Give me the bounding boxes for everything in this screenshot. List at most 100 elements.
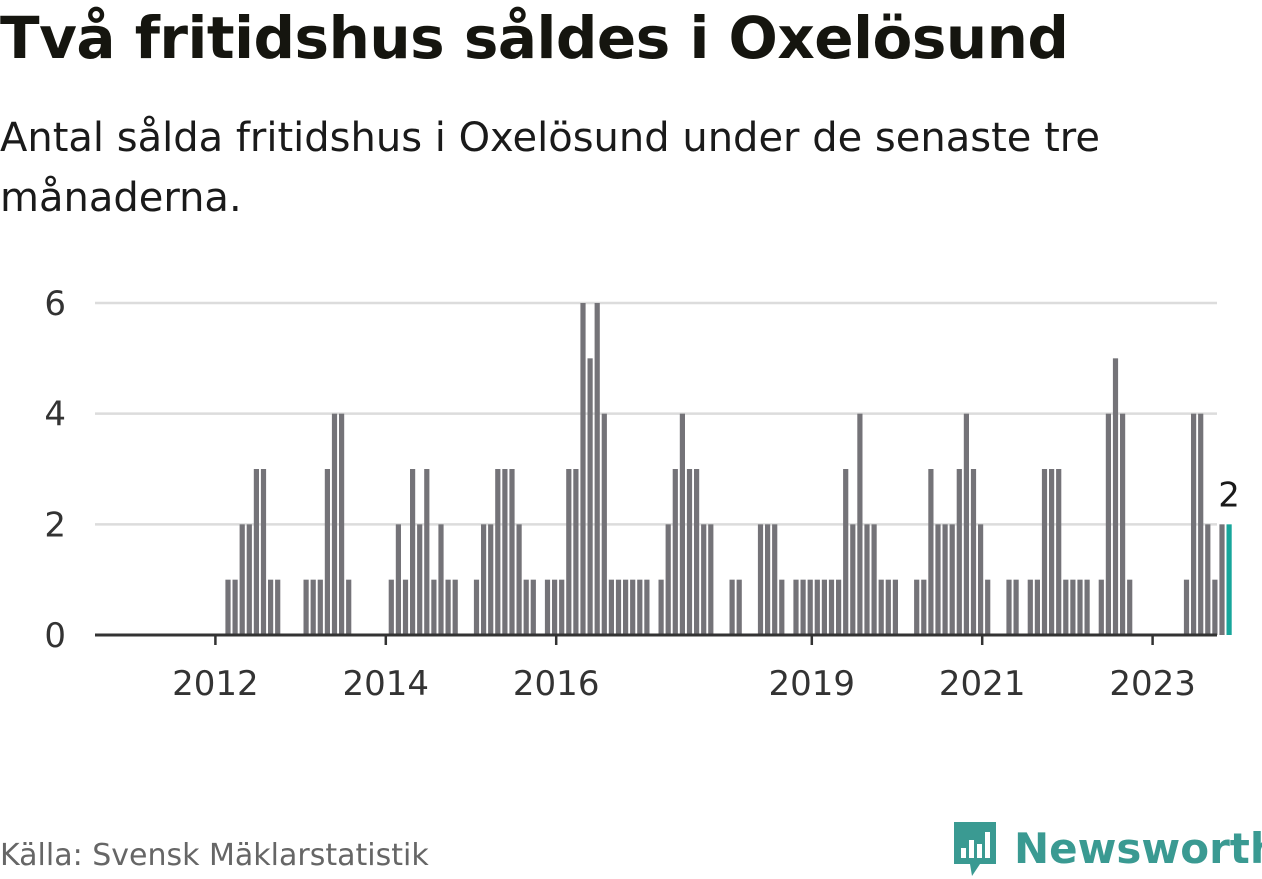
bar bbox=[843, 469, 849, 635]
x-tick-label: 2014 bbox=[343, 664, 430, 704]
bar bbox=[580, 303, 586, 635]
bar bbox=[1041, 469, 1048, 635]
bar bbox=[587, 358, 593, 635]
bar bbox=[417, 524, 423, 635]
bar bbox=[701, 524, 707, 635]
bar bbox=[615, 579, 622, 635]
bar bbox=[864, 524, 870, 635]
bar bbox=[850, 524, 856, 635]
bar bbox=[1120, 413, 1126, 635]
bar bbox=[1112, 358, 1119, 635]
bar bbox=[708, 524, 714, 635]
chart-subtitle: Antal sålda fritidshus i Oxelösund under… bbox=[0, 115, 1100, 221]
bar bbox=[658, 579, 664, 635]
bar bbox=[339, 413, 345, 635]
y-tick-label: 4 bbox=[44, 395, 66, 435]
bar-chart: 0 2 4 6 2012 2014 2016 2019 2021 2023 2 bbox=[44, 284, 1240, 704]
bar bbox=[481, 524, 487, 635]
y-tick-label: 6 bbox=[44, 284, 66, 324]
bar bbox=[985, 579, 991, 635]
bar bbox=[438, 524, 444, 635]
bar bbox=[828, 579, 835, 635]
x-tick-label: 2023 bbox=[1109, 664, 1196, 704]
bar bbox=[1049, 469, 1055, 635]
bar bbox=[331, 413, 338, 635]
bar bbox=[885, 579, 891, 635]
bar bbox=[686, 469, 693, 635]
bar bbox=[1077, 579, 1083, 635]
bar bbox=[509, 469, 515, 635]
bar bbox=[608, 579, 614, 635]
bar bbox=[672, 469, 678, 635]
bar bbox=[814, 579, 820, 635]
bar bbox=[431, 579, 437, 635]
bar bbox=[516, 524, 522, 635]
bar bbox=[644, 579, 650, 635]
bar bbox=[793, 579, 799, 635]
bar bbox=[963, 413, 969, 635]
bar bbox=[949, 524, 955, 635]
bar bbox=[807, 579, 813, 635]
bar bbox=[452, 579, 458, 635]
bar bbox=[246, 524, 252, 635]
newsworthy-logo-icon bbox=[954, 822, 996, 876]
bar bbox=[253, 469, 259, 635]
bar bbox=[395, 524, 401, 635]
bar bbox=[445, 579, 451, 635]
bar bbox=[502, 469, 508, 635]
bar bbox=[694, 469, 700, 635]
bar bbox=[836, 579, 842, 635]
bar bbox=[594, 303, 600, 635]
bar bbox=[410, 469, 416, 635]
bar bbox=[346, 579, 352, 635]
bar bbox=[772, 524, 778, 635]
bar bbox=[1219, 524, 1225, 635]
bar bbox=[1127, 579, 1133, 635]
bar bbox=[757, 524, 764, 635]
bar bbox=[402, 579, 409, 635]
bar bbox=[1056, 469, 1062, 635]
bar bbox=[1098, 579, 1104, 635]
bar bbox=[821, 579, 827, 635]
bar bbox=[665, 524, 671, 635]
chart-title: Två fritidshus såldes i Oxelösund bbox=[0, 4, 1069, 72]
bar bbox=[1212, 579, 1218, 635]
bar bbox=[1205, 524, 1211, 635]
bar bbox=[857, 413, 863, 635]
bar bbox=[275, 579, 281, 635]
bar bbox=[544, 579, 551, 635]
bar bbox=[800, 579, 806, 635]
source-note: Källa: Svensk Mäklarstatistik bbox=[0, 838, 429, 873]
bar bbox=[488, 524, 494, 635]
bar bbox=[559, 579, 565, 635]
x-tick-label: 2019 bbox=[769, 664, 856, 704]
bar bbox=[679, 413, 685, 635]
bar bbox=[424, 469, 430, 635]
bar bbox=[1070, 579, 1076, 635]
bar bbox=[573, 469, 579, 635]
bar bbox=[921, 579, 927, 635]
bar bbox=[630, 579, 636, 635]
bar bbox=[1027, 579, 1033, 635]
bar bbox=[935, 524, 941, 635]
bar bbox=[566, 469, 572, 635]
bar bbox=[1006, 579, 1012, 635]
x-tick-label: 2021 bbox=[939, 664, 1026, 704]
bar bbox=[473, 579, 480, 635]
bar bbox=[1198, 413, 1204, 635]
bar bbox=[779, 579, 785, 635]
bar bbox=[928, 469, 934, 635]
bar bbox=[637, 579, 643, 635]
grid-lines bbox=[95, 301, 1217, 526]
latest-value-label: 2 bbox=[1218, 475, 1240, 515]
newsworthy-logo: Newsworthy bbox=[950, 818, 1262, 878]
bar bbox=[1084, 579, 1090, 635]
x-tick-label: 2012 bbox=[172, 664, 259, 704]
bar bbox=[601, 413, 607, 635]
bar bbox=[729, 579, 735, 635]
bar bbox=[552, 579, 558, 635]
bar bbox=[956, 469, 962, 635]
bar bbox=[1105, 413, 1111, 635]
bar bbox=[523, 579, 529, 635]
bar bbox=[1183, 579, 1190, 635]
